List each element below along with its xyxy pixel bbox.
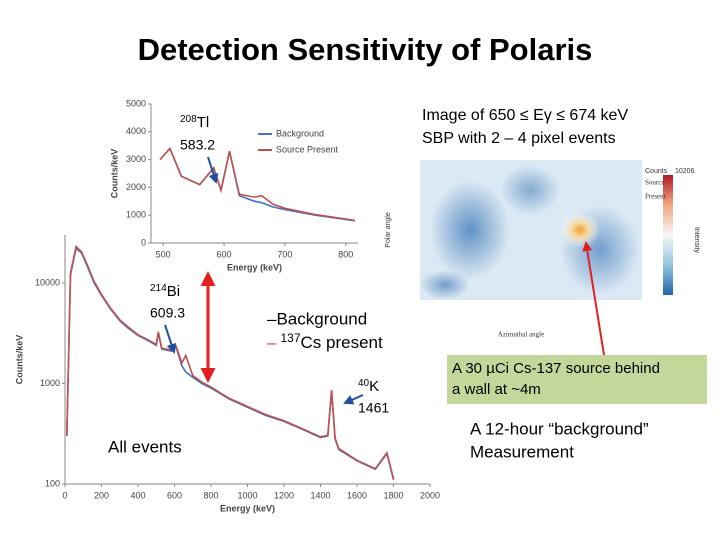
k-energy: 1461: [358, 400, 389, 416]
arrow: [343, 394, 364, 405]
arrow: [207, 156, 219, 184]
legend-label: Source Present: [276, 144, 339, 154]
counts-value: 10206: [675, 168, 695, 175]
x-tick-label: 600: [167, 490, 182, 500]
arrow: [164, 324, 177, 354]
image-caption: Image of 650 ≤ Eγ ≤ 674 keV: [422, 107, 628, 124]
y-tick-label: 100: [45, 478, 60, 488]
y-tick-label: 2000: [126, 182, 146, 192]
k-symbol: K: [369, 378, 379, 395]
y-tick-label: 3000: [126, 154, 146, 164]
x-tick-label: 1600: [347, 490, 367, 500]
source-box: [447, 355, 707, 404]
all-events: All events: [108, 437, 182, 456]
x-tick-label: 2000: [420, 490, 440, 500]
source-present: Source: [645, 179, 664, 187]
y-tick-label: 4000: [126, 126, 146, 136]
red-arrow: [582, 241, 605, 356]
legend-cs: –137Cs present: [267, 331, 383, 352]
y-tick-label: 0: [141, 237, 146, 247]
x-tick-label: 0: [62, 490, 67, 500]
cs-mass: 137: [280, 331, 300, 345]
bi-mass: 214: [150, 283, 167, 294]
colorbar-label: Intensity: [693, 227, 700, 254]
k-mass: 40: [358, 378, 370, 389]
x-tick-label: 1400: [310, 490, 330, 500]
x-tick-label: 700: [277, 249, 292, 259]
x-tick-label: 500: [156, 249, 171, 259]
tl-mass: 208: [180, 114, 197, 125]
bi-label: 214Bi: [150, 283, 180, 300]
y-tick-label: 1000: [126, 210, 146, 220]
source-note: a wall at ~4m: [452, 381, 541, 398]
y-axis-label: Counts/keV: [109, 149, 119, 199]
background-note: A 12-hour “background”: [470, 419, 649, 438]
cs-text: Cs present: [301, 333, 383, 352]
x-tick-label: 1800: [383, 490, 403, 500]
x-axis-label: Energy (keV): [220, 503, 275, 513]
y-tick-label: 5000: [126, 98, 146, 108]
image-x-label: Azimuthal angle: [498, 331, 544, 339]
x-tick-label: 800: [338, 249, 353, 259]
legend-label: Background: [276, 128, 324, 138]
source-note: A 30 µCi Cs-137 source behind: [452, 360, 660, 377]
x-tick-label: 200: [94, 490, 109, 500]
y-tick-label: 1000: [40, 378, 60, 388]
slide-title: Detection Sensitivity of Polaris: [138, 32, 593, 67]
tl-symbol: Tl: [197, 114, 210, 131]
tl-label: 208Tl: [180, 114, 209, 131]
x-tick-label: 800: [203, 490, 218, 500]
x-tick-label: 600: [217, 249, 232, 259]
inset-chart: 0 1000 2000 3000 4000 5000 500 600 700 800 Energy …: [109, 98, 358, 272]
x-axis-label: Energy (keV): [227, 262, 282, 272]
legend-prefix: –: [267, 333, 277, 352]
background-note: Measurement: [470, 442, 574, 461]
series-line: [159, 147, 356, 222]
x-tick-label: 1000: [237, 490, 257, 500]
legend-background: –Background: [267, 309, 367, 328]
k-label: 40K: [358, 378, 379, 395]
tl-energy: 583.2: [180, 137, 215, 153]
source-present: Present: [645, 193, 666, 201]
image-y-label: Polar angle: [385, 212, 392, 248]
image-caption: SBP with 2 – 4 pixel events: [422, 130, 616, 147]
bi-symbol: Bi: [167, 283, 180, 300]
inset-background: [108, 95, 360, 277]
counts-label: Counts: [645, 168, 668, 175]
y-tick-label: 10000: [35, 277, 60, 287]
series-line: [66, 245, 395, 480]
x-tick-label: 1200: [274, 490, 294, 500]
x-tick-label: 400: [130, 490, 145, 500]
bi-energy: 609.3: [150, 305, 185, 321]
y-axis-label: Counts/keV: [14, 335, 24, 385]
polar-image: [420, 160, 673, 300]
